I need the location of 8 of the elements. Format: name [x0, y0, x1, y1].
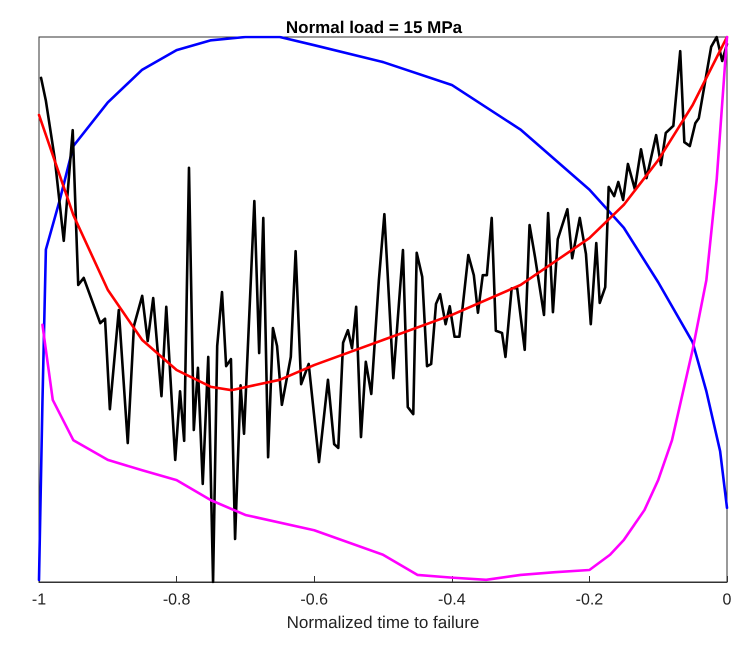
- x-tick-label: -0.6: [300, 592, 328, 608]
- x-tick-label: 0: [722, 592, 732, 608]
- x-tick-label: -0.2: [576, 592, 604, 608]
- chart-title: Normal load = 15 MPa: [286, 18, 463, 37]
- x-tick-label: -0.4: [438, 592, 466, 608]
- x-tick-label: -1: [32, 592, 46, 608]
- x-axis-title: Normalized time to failure: [286, 613, 480, 632]
- x-tick-label: -0.8: [162, 592, 190, 608]
